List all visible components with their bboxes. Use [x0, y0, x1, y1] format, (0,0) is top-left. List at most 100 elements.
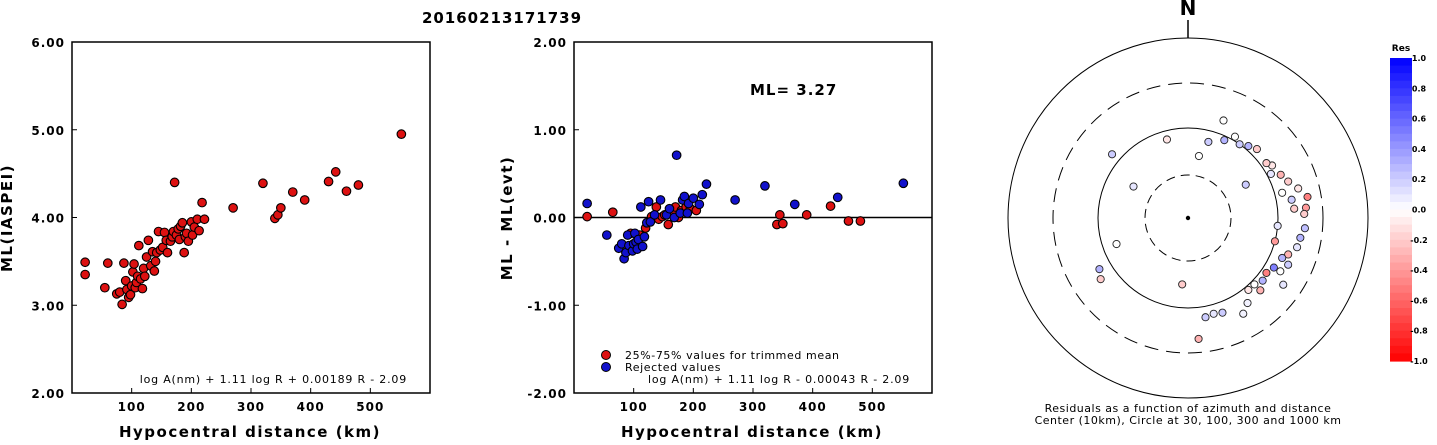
data-point-blue	[664, 203, 675, 214]
data-point	[119, 258, 129, 268]
data-point-blue	[679, 191, 690, 202]
colorbar-segment	[1390, 80, 1412, 89]
colorbar-tick-label: 0.0	[1412, 206, 1427, 215]
data-point	[162, 247, 173, 258]
data-point-red	[774, 210, 785, 220]
residual-point	[1241, 180, 1250, 189]
data-point	[258, 178, 268, 189]
data-point	[177, 217, 188, 228]
residual-point	[1194, 151, 1203, 161]
residual-point	[1287, 195, 1296, 204]
residual-point	[1244, 285, 1253, 294]
residual-point	[1201, 313, 1210, 322]
colorbar-segment	[1390, 323, 1412, 332]
data-point	[353, 180, 364, 190]
residual-point	[1194, 334, 1203, 343]
x-tick-label: 100	[620, 400, 648, 414]
residual-point	[1235, 140, 1244, 149]
x-tick-label: 500	[858, 400, 886, 414]
data-point-blue	[832, 192, 843, 203]
colorbar-tick-label: -0.8	[1410, 327, 1428, 336]
x-tick-label: 300	[739, 400, 767, 414]
y-tick-label: -2.00	[527, 387, 567, 401]
residual-point	[1112, 239, 1121, 249]
colorbar-tick-label: 0.2	[1412, 175, 1426, 184]
data-point	[396, 129, 407, 139]
plot-frame	[71, 41, 431, 394]
colorbar-segment	[1390, 133, 1412, 142]
data-point	[194, 225, 204, 236]
data-point-red	[607, 207, 618, 218]
caption-line-1: Residuals as a function of azimuth and d…	[1045, 402, 1332, 415]
residual-point	[1279, 280, 1288, 289]
colorbar-segment	[1390, 239, 1412, 248]
data-point	[117, 299, 127, 310]
figure-title: 20160213171739	[422, 9, 582, 27]
colorbar-segment	[1390, 164, 1412, 173]
panel-polar-residuals: N Residuals as a function of azimuth and…	[1007, 0, 1428, 427]
residual-point	[1262, 268, 1271, 277]
y-tick-label: 4.00	[31, 212, 65, 226]
residual-point	[1294, 184, 1303, 193]
x-tick-label: 500	[356, 400, 384, 414]
colorbar-tick-label: -0.4	[1410, 266, 1428, 275]
data-point	[80, 269, 90, 280]
data-point	[179, 247, 190, 258]
data-point	[299, 195, 310, 205]
data-point-blue	[601, 230, 612, 240]
colorbar-segment	[1390, 73, 1412, 82]
data-point	[287, 187, 298, 197]
colorbar-segment	[1390, 141, 1412, 150]
residual-point	[1256, 286, 1265, 295]
residual-point	[1284, 177, 1293, 186]
data-point	[341, 186, 352, 197]
residual-point	[1129, 182, 1138, 191]
colorbar-segment	[1390, 224, 1412, 233]
residual-point	[1290, 204, 1299, 213]
colorbar-segment	[1390, 353, 1412, 362]
colorbar-tick-label: 0.6	[1412, 115, 1427, 124]
colorbar-segment	[1390, 345, 1412, 355]
data-point-blue	[697, 189, 708, 200]
residual-point	[1108, 150, 1117, 159]
residual-point	[1218, 308, 1227, 317]
data-point	[275, 202, 286, 213]
colorbar-segment	[1390, 315, 1412, 324]
data-point	[129, 259, 139, 269]
colorbar-segment	[1390, 307, 1412, 317]
y-tick-label: 3.00	[31, 299, 65, 313]
data-point-blue	[639, 231, 650, 242]
residual-point	[1262, 159, 1271, 168]
colorbar-tick-label: -0.6	[1410, 296, 1428, 305]
legend-red-marker	[601, 350, 611, 360]
data-point-blue	[730, 195, 740, 205]
colorbar-segment	[1390, 292, 1412, 301]
residual-point	[1303, 192, 1312, 201]
y-tick-label: 1.00	[533, 124, 567, 138]
x-tick-label: 200	[177, 400, 205, 414]
y-axis-label: ML - ML(evt)	[498, 156, 516, 280]
caption-line-2: Center (10km), Circle at 30, 100, 300 an…	[1035, 414, 1342, 427]
data-point	[149, 266, 160, 276]
panel-residual-vs-distance: 100 200 300 400 500 -2.00 -1.00 0.00 1.00 2.00 M…	[498, 36, 933, 441]
data-point-blue	[635, 202, 646, 212]
colorbar-segment	[1390, 285, 1412, 294]
y-tick-label: 2.00	[533, 36, 567, 50]
panel-ml-vs-distance: 100 200 300 400 500 2.00 3.00 4.00 5.00 6.00 Hyp…	[0, 36, 431, 441]
residual-point	[1209, 309, 1218, 318]
x-tick-label: 400	[799, 400, 827, 414]
residual-point	[1270, 237, 1279, 246]
ring-1000km	[1007, 37, 1369, 399]
colorbar-segment	[1390, 65, 1412, 74]
colorbar-segment	[1390, 217, 1412, 226]
data-point-blue	[643, 196, 654, 207]
residual-point	[1300, 209, 1309, 218]
residual-point	[1300, 224, 1309, 233]
colorbar-segment	[1390, 111, 1412, 120]
residual-point	[1284, 260, 1293, 269]
data-point-blue	[582, 198, 592, 209]
data-point	[143, 235, 154, 246]
residual-point	[1178, 280, 1187, 289]
colorbar-segment	[1390, 194, 1412, 203]
